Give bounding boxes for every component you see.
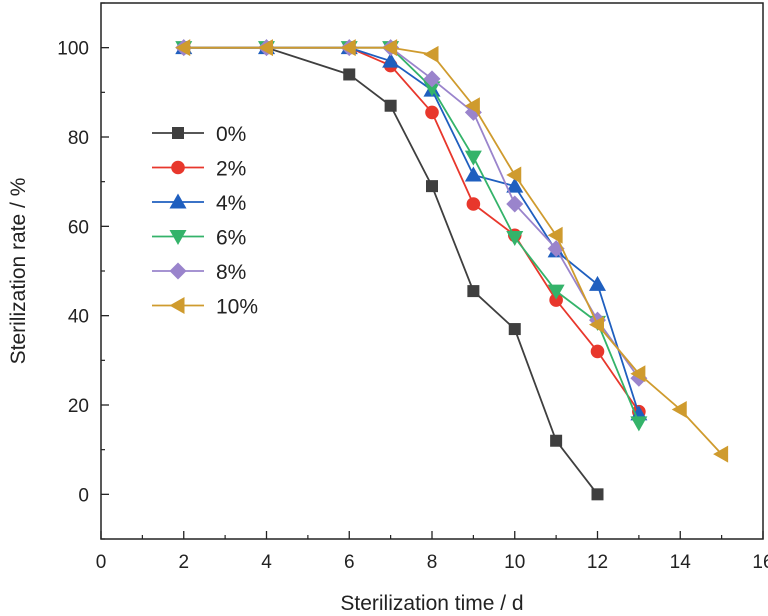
data-point-8pct	[506, 195, 524, 213]
data-point-0pct	[508, 323, 521, 336]
legend-marker-4pct	[169, 193, 187, 209]
data-point-4pct	[589, 275, 606, 291]
x-tick-label: 0	[96, 552, 107, 573]
x-tick-label: 14	[670, 552, 692, 573]
data-point-10pct	[547, 226, 563, 244]
legend-label-8pct: 8%	[216, 261, 246, 284]
data-point-4pct	[382, 52, 400, 68]
data-point-0pct	[343, 68, 356, 81]
legend-marker-10pct	[169, 297, 185, 314]
legend-label-10pct: 10%	[216, 296, 258, 319]
series-line-4pct	[183, 46, 640, 415]
series-line-10pct	[183, 46, 723, 455]
x-tick-label: 10	[504, 552, 525, 573]
legend-label-4pct: 4%	[216, 192, 246, 215]
legend: 0% 2% 4% 6% 8% 10%	[152, 123, 258, 319]
data-point-10pct	[340, 39, 356, 57]
data-point-10pct	[713, 445, 729, 463]
series-line-6pct	[183, 46, 640, 424]
legend-label-2pct: 2%	[216, 158, 246, 181]
series-2pct	[176, 40, 646, 419]
legend-label-0pct: 0%	[216, 123, 246, 146]
data-point-0pct	[550, 434, 563, 447]
data-point-8pct	[423, 70, 441, 88]
y-tick-label: 100	[57, 39, 89, 60]
series-line-8pct	[183, 46, 640, 379]
x-tick-label: 6	[344, 552, 355, 573]
x-tick-label: 8	[427, 552, 438, 573]
data-point-6pct	[547, 284, 565, 300]
tick-group: 0 2 4 6 8 10 12 14 16 0 20 40 60 80 100	[57, 2, 768, 573]
x-tick-label: 4	[261, 552, 272, 573]
data-point-2pct	[425, 105, 439, 120]
y-axis-title: Sterilization rate / %	[7, 178, 30, 365]
y-tick-label: 40	[68, 307, 89, 328]
legend-marker-8pct	[169, 262, 187, 280]
data-point-0pct	[384, 99, 397, 112]
data-point-10pct	[382, 39, 398, 57]
data-point-10pct	[630, 365, 646, 383]
data-point-6pct	[506, 231, 524, 246]
y-tick-label: 60	[68, 217, 89, 238]
series-10pct	[175, 39, 729, 463]
series-line-2pct	[183, 46, 640, 413]
legend-marker-6pct	[169, 230, 187, 245]
legend-marker-2pct	[171, 160, 185, 175]
x-tick-label: 2	[178, 552, 189, 573]
data-point-0pct	[426, 180, 438, 193]
data-point-10pct	[589, 316, 604, 334]
data-point-6pct	[630, 416, 648, 432]
data-point-0pct	[591, 488, 604, 501]
y-tick-label: 80	[68, 128, 89, 149]
series-group	[175, 39, 729, 501]
data-point-2pct	[549, 293, 563, 307]
data-point-2pct	[590, 344, 605, 359]
y-tick-label: 0	[78, 485, 89, 506]
data-point-0pct	[467, 285, 480, 298]
legend-marker-0pct	[172, 127, 184, 139]
data-point-4pct	[506, 177, 524, 193]
data-point-10pct	[464, 97, 480, 115]
data-point-10pct	[423, 45, 439, 63]
data-point-4pct	[464, 166, 482, 182]
x-tick-label: 12	[587, 552, 608, 573]
data-point-10pct	[258, 39, 273, 57]
data-point-10pct	[175, 39, 191, 57]
legend-label-6pct: 6%	[216, 227, 246, 250]
data-point-10pct	[671, 400, 687, 418]
data-point-6pct	[464, 150, 482, 166]
x-axis-title: Sterilization time / d	[340, 592, 523, 615]
data-point-2pct	[466, 197, 481, 211]
data-point-6pct	[423, 81, 441, 97]
data-point-10pct	[506, 166, 522, 184]
x-tick-label: 16	[752, 552, 768, 573]
y-tick-label: 20	[68, 396, 89, 417]
